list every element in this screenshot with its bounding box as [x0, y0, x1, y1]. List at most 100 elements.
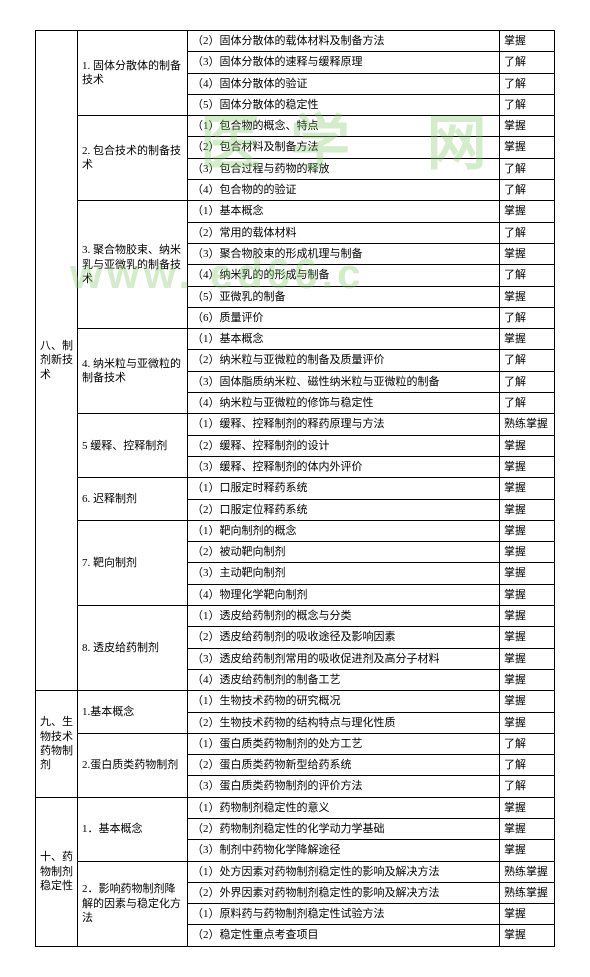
subcategory-cell: 3. 聚合物胶束、纳米乳与亚微乳的制备技术: [78, 201, 188, 329]
requirement-cell: 掌握: [500, 627, 555, 648]
subcategory-cell: 2. 包合技术的制备技术: [78, 116, 188, 201]
item-cell: （2）生物技术药物的结构特点与理化性质: [188, 712, 500, 733]
requirement-cell: 掌握: [500, 563, 555, 584]
item-cell: （2）外界因素对药物制剂稳定性的影响及解决方法: [188, 882, 500, 903]
item-cell: （1）基本概念: [188, 201, 500, 222]
subcategory-cell: 6. 迟释制剂: [78, 478, 188, 521]
category-cell: 八、制剂新技术: [36, 31, 78, 691]
item-cell: （2）缓释、控释制剂的设计: [188, 435, 500, 456]
requirement-cell: 了解: [500, 158, 555, 179]
requirement-cell: 掌握: [500, 520, 555, 541]
subcategory-cell: 1.基本概念: [78, 691, 188, 734]
item-cell: （3）包合过程与药物的释放: [188, 158, 500, 179]
requirement-cell: 掌握: [500, 818, 555, 839]
item-cell: （1）药物制剂稳定性的意义: [188, 797, 500, 818]
subcategory-cell: 8. 透皮给药制剂: [78, 606, 188, 691]
item-cell: （6）质量评价: [188, 307, 500, 328]
item-cell: （2）包合材料及制备方法: [188, 137, 500, 158]
requirement-cell: 熟练掌握: [500, 414, 555, 435]
table-row: 8. 透皮给药制剂（1）透皮给药制剂的概念与分类掌握: [36, 606, 555, 627]
requirement-cell: 掌握: [500, 31, 555, 52]
item-cell: （4）物理化学靶向制剂: [188, 584, 500, 605]
item-cell: （1）缓释、控释制剂的释药原理与方法: [188, 414, 500, 435]
table-row: 6. 迟释制剂（1）口服定时释药系统掌握: [36, 478, 555, 499]
requirement-cell: 熟练掌握: [500, 861, 555, 882]
requirement-cell: 掌握: [500, 435, 555, 456]
item-cell: （1）透皮给药制剂的概念与分类: [188, 606, 500, 627]
requirement-cell: 掌握: [500, 499, 555, 520]
category-cell: 十、药物制剂稳定性: [36, 797, 78, 946]
requirement-cell: 掌握: [500, 669, 555, 690]
requirement-cell: 掌握: [500, 712, 555, 733]
table-row: 2.蛋白质类药物制剂（1）蛋白质类药物制剂的处方工艺了解: [36, 733, 555, 754]
table-row: 十、药物制剂稳定性1．基本概念（1）药物制剂稳定性的意义掌握: [36, 797, 555, 818]
item-cell: （1）基本概念: [188, 329, 500, 350]
item-cell: （1）口服定时释药系统: [188, 478, 500, 499]
requirement-cell: 了解: [500, 265, 555, 286]
item-cell: （5）固体分散体的稳定性: [188, 94, 500, 115]
item-cell: （2）被动靶向制剂: [188, 542, 500, 563]
item-cell: （1）靶向制剂的概念: [188, 520, 500, 541]
item-cell: （1）生物技术药物的研究概况: [188, 691, 500, 712]
subcategory-cell: 1．基本概念: [78, 797, 188, 861]
requirement-cell: 掌握: [500, 691, 555, 712]
requirement-cell: 了解: [500, 94, 555, 115]
requirement-cell: 了解: [500, 733, 555, 754]
requirement-cell: 掌握: [500, 478, 555, 499]
item-cell: （4）包合物的的验证: [188, 180, 500, 201]
item-cell: （4）纳米乳的的形成与制备: [188, 265, 500, 286]
table-row: 3. 聚合物胶束、纳米乳与亚微乳的制备技术（1）基本概念掌握: [36, 201, 555, 222]
requirement-cell: 掌握: [500, 797, 555, 818]
item-cell: （3）聚合物胶束的形成机理与制备: [188, 243, 500, 264]
requirement-cell: 掌握: [500, 286, 555, 307]
requirement-cell: 掌握: [500, 243, 555, 264]
table-row: 7. 靶向制剂（1）靶向制剂的概念掌握: [36, 520, 555, 541]
requirement-cell: 掌握: [500, 904, 555, 925]
item-cell: （5）亚微乳的制备: [188, 286, 500, 307]
requirement-cell: 掌握: [500, 116, 555, 137]
requirement-cell: 掌握: [500, 648, 555, 669]
syllabus-table: 八、制剂新技术1. 固体分散体的制备技术（2）固体分散体的载体材料及制备方法掌握…: [35, 30, 555, 947]
item-cell: （3）主动靶向制剂: [188, 563, 500, 584]
item-cell: （1）包合物的概念、特点: [188, 116, 500, 137]
item-cell: （3）蛋白质类药物制剂的评价方法: [188, 776, 500, 797]
item-cell: （3）制剂中药物化学降解途径: [188, 840, 500, 861]
item-cell: （4）透皮给药制剂的制备工艺: [188, 669, 500, 690]
item-cell: （3）固体脂质纳米粒、磁性纳米粒与亚微粒的制备: [188, 371, 500, 392]
subcategory-cell: 4. 纳米粒与亚微粒的制备技术: [78, 329, 188, 414]
item-cell: （2）口服定位释药系统: [188, 499, 500, 520]
requirement-cell: 掌握: [500, 201, 555, 222]
item-cell: （2）药物制剂稳定性的化学动力学基础: [188, 818, 500, 839]
table-row: 九、生物技术药物制剂1.基本概念（1）生物技术药物的研究概况掌握: [36, 691, 555, 712]
table-row: 2．影响药物制剂降解的因素与稳定化方法（1）处方因素对药物制剂稳定性的影响及解决…: [36, 861, 555, 882]
item-cell: （4）固体分散体的验证: [188, 73, 500, 94]
subcategory-cell: 2．影响药物制剂降解的因素与稳定化方法: [78, 861, 188, 946]
item-cell: （4）纳米粒与亚微粒的修饰与稳定性: [188, 393, 500, 414]
requirement-cell: 了解: [500, 350, 555, 371]
requirement-cell: 掌握: [500, 542, 555, 563]
item-cell: （2）透皮给药制剂的吸收途径及影响因素: [188, 627, 500, 648]
table-row: 5 缓释、控释制剂（1）缓释、控释制剂的释药原理与方法熟练掌握: [36, 414, 555, 435]
subcategory-cell: 2.蛋白质类药物制剂: [78, 733, 188, 797]
item-cell: （2）固体分散体的载体材料及制备方法: [188, 31, 500, 52]
item-cell: （2）稳定性重点考查项目: [188, 925, 500, 946]
subcategory-cell: 7. 靶向制剂: [78, 520, 188, 605]
requirement-cell: 了解: [500, 307, 555, 328]
item-cell: （2）纳米粒与亚微粒的制备及质量评价: [188, 350, 500, 371]
requirement-cell: 了解: [500, 755, 555, 776]
item-cell: （1）原料药与药物制剂稳定性试验方法: [188, 904, 500, 925]
requirement-cell: 了解: [500, 393, 555, 414]
requirement-cell: 了解: [500, 73, 555, 94]
item-cell: （2）蛋白质类药物新型给药系统: [188, 755, 500, 776]
subcategory-cell: 5 缓释、控释制剂: [78, 414, 188, 478]
requirement-cell: 了解: [500, 776, 555, 797]
requirement-cell: 掌握: [500, 840, 555, 861]
subcategory-cell: 1. 固体分散体的制备技术: [78, 31, 188, 116]
requirement-cell: 了解: [500, 180, 555, 201]
item-cell: （1）处方因素对药物制剂稳定性的影响及解决方法: [188, 861, 500, 882]
table-row: 4. 纳米粒与亚微粒的制备技术（1）基本概念掌握: [36, 329, 555, 350]
requirement-cell: 掌握: [500, 925, 555, 946]
requirement-cell: 掌握: [500, 137, 555, 158]
item-cell: （3）缓释、控释制剂的体内外评价: [188, 456, 500, 477]
requirement-cell: 掌握: [500, 584, 555, 605]
